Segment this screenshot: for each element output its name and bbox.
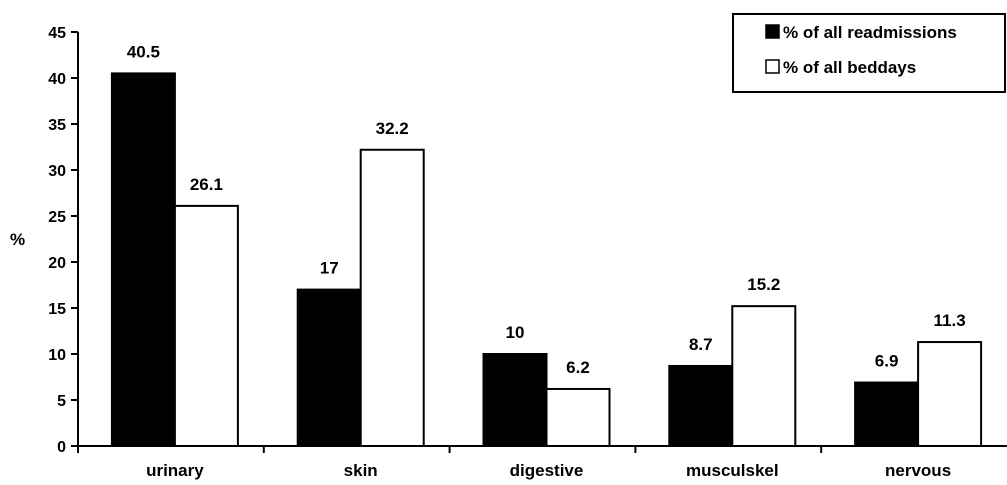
- data-label: 6.9: [875, 352, 899, 371]
- bar: [173, 204, 239, 447]
- legend-swatch-beddays: [765, 59, 780, 74]
- legend-swatch-readmissions: [765, 24, 780, 39]
- category-label: nervous: [885, 461, 951, 480]
- y-tick-label: 0: [57, 439, 66, 456]
- y-tick-label: 20: [48, 255, 66, 272]
- bar: [482, 353, 548, 447]
- category-label: urinary: [146, 461, 204, 480]
- y-tick-label: 40: [48, 71, 66, 88]
- y-tick-label: 35: [48, 117, 66, 134]
- data-label: 40.5: [127, 42, 160, 61]
- y-tick-label: 25: [48, 209, 66, 226]
- y-axis-title: %: [10, 230, 25, 249]
- bar: [296, 288, 362, 447]
- data-label: 17: [320, 259, 339, 278]
- data-label: 8.7: [689, 335, 713, 354]
- category-labels: urinary skin digestive musculskel nervous: [146, 461, 951, 480]
- legend-label-readmissions: % of all readmissions: [783, 23, 957, 42]
- y-axis-ticks: 0 5 10 15 20 25 30 35 40 45: [48, 25, 823, 456]
- category-label: musculskel: [686, 461, 779, 480]
- y-tick-label: 30: [48, 163, 66, 180]
- bars: [110, 72, 983, 448]
- legend: % of all readmissions % of all beddays: [732, 13, 1006, 93]
- data-label: 26.1: [190, 175, 223, 194]
- bar: [668, 364, 734, 447]
- data-label: 15.2: [747, 275, 780, 294]
- y-tick-label: 5: [57, 393, 66, 410]
- bar: [545, 387, 611, 447]
- y-tick-label: 10: [48, 347, 66, 364]
- bar: [110, 72, 176, 448]
- y-tick-label: 15: [48, 301, 66, 318]
- y-tick-label: 45: [48, 25, 66, 42]
- category-label: skin: [344, 461, 378, 480]
- data-label: 10: [506, 323, 525, 342]
- bar: [359, 148, 425, 447]
- data-labels: 40.5 26.1 17 32.2 10 6.2 8.7 15.2 6.9 11.3: [127, 42, 966, 377]
- data-label: 11.3: [934, 311, 966, 330]
- bar: [917, 341, 983, 448]
- category-label: digestive: [510, 461, 584, 480]
- data-label: 32.2: [376, 119, 409, 138]
- data-label: 6.2: [566, 358, 590, 377]
- bar: [854, 381, 920, 447]
- legend-label-beddays: % of all beddays: [783, 58, 916, 77]
- bar: [731, 305, 797, 447]
